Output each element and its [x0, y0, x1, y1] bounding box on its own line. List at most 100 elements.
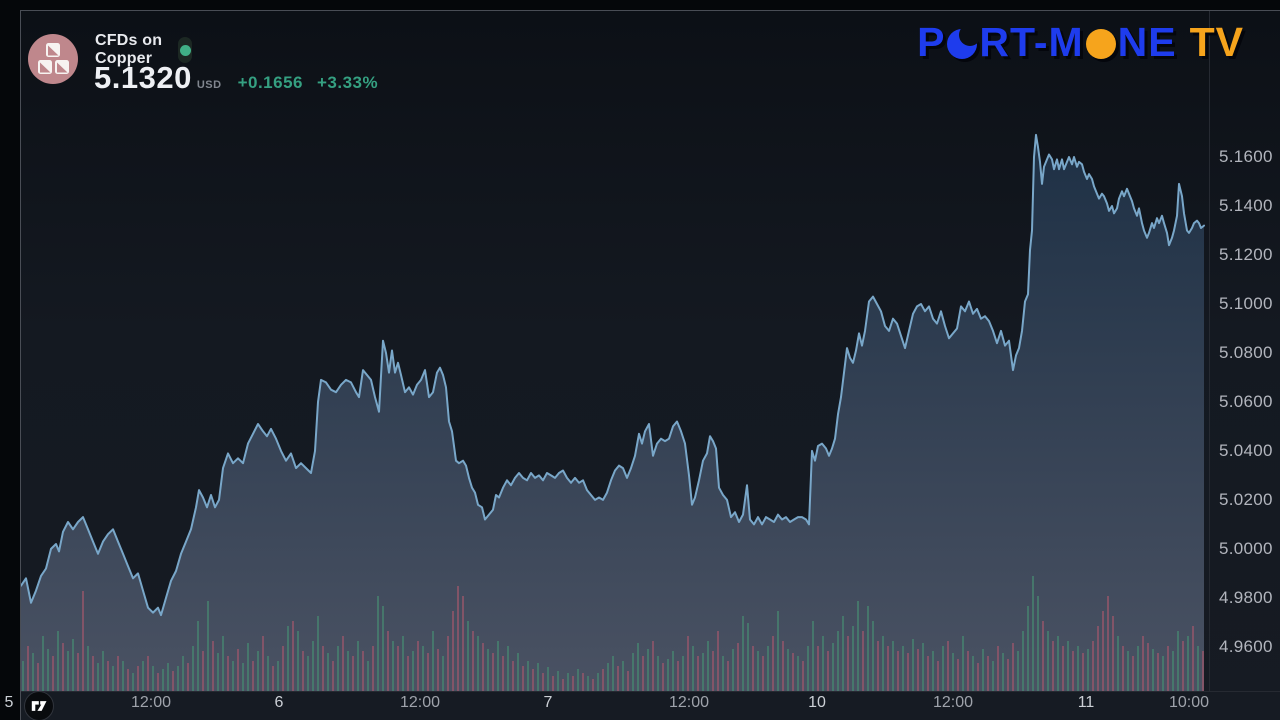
volume-bar	[537, 663, 539, 691]
volume-bar	[687, 636, 689, 691]
copper-symbol-icon	[28, 34, 78, 84]
volume-bar	[892, 641, 894, 691]
time-tick-label: 12:00	[399, 694, 441, 711]
price-axis[interactable]: 5.1600 5.1400 5.1200 5.1000 5.0800 5.0600 5.04…	[1210, 11, 1280, 691]
tradingview-glyph-icon	[31, 701, 46, 711]
volume-bar	[452, 611, 454, 691]
volume-bar	[832, 643, 834, 691]
volume-bar	[417, 641, 419, 691]
volume-bar	[292, 621, 294, 691]
volume-bar	[1172, 651, 1174, 691]
volume-bar	[792, 653, 794, 691]
volume-bar	[157, 673, 159, 691]
volume-bar	[772, 636, 774, 691]
volume-bar	[582, 673, 584, 691]
volume-bar	[922, 643, 924, 691]
volume-bar	[437, 649, 439, 691]
volume-bar	[1187, 636, 1189, 691]
volume-bar	[747, 623, 749, 691]
volume-bar	[427, 653, 429, 691]
area-fill	[21, 134, 1204, 691]
volume-bar	[742, 616, 744, 691]
volume-bar	[312, 641, 314, 691]
volume-bar	[72, 639, 74, 691]
brand-text-ne: NE	[1117, 19, 1177, 65]
volume-bar	[797, 656, 799, 691]
volume-bar	[962, 636, 964, 691]
volume-bar	[1062, 646, 1064, 691]
volume-bar	[1002, 653, 1004, 691]
volume-bar	[77, 653, 79, 691]
volume-bar	[977, 663, 979, 691]
volume-bar	[1022, 631, 1024, 691]
volume-bar	[247, 643, 249, 691]
volume-bar	[117, 656, 119, 691]
volume-bar	[37, 663, 39, 691]
volume-bar	[472, 631, 474, 691]
volume-bar	[147, 656, 149, 691]
volume-bar	[527, 661, 529, 691]
volume-bar	[32, 653, 34, 691]
volume-bar	[477, 636, 479, 691]
volume-bar	[642, 656, 644, 691]
tradingview-watermark-logo[interactable]	[24, 691, 54, 720]
time-axis[interactable]: 5 12:00 6 12:00 7 12:00 10 12:00 11 10:00	[5, 691, 1280, 720]
volume-bar	[937, 661, 939, 691]
volume-bar	[1137, 646, 1139, 691]
volume-bar	[692, 646, 694, 691]
symbol-title[interactable]: CFDs on Copper	[95, 32, 163, 67]
volume-bar	[997, 646, 999, 691]
brand-text-rtm: RT-M	[979, 19, 1084, 65]
brand-logo: P RT-M NE TV	[917, 22, 1244, 63]
volume-bar	[647, 649, 649, 691]
volume-bar	[362, 651, 364, 691]
volume-bar	[952, 653, 954, 691]
volume-bar	[412, 651, 414, 691]
price-chart-canvas[interactable]	[21, 11, 1206, 691]
volume-bar	[277, 661, 279, 691]
price-change: +0.1656 +3.33%	[238, 73, 379, 93]
time-tick-label: 6	[274, 694, 284, 711]
volume-bar	[887, 646, 889, 691]
brand-text-p: P	[917, 19, 946, 65]
volume-bar	[917, 649, 919, 691]
volume-bar	[242, 663, 244, 691]
volume-bar	[1152, 649, 1154, 691]
volume-bar	[1102, 611, 1104, 691]
volume-bar	[127, 669, 129, 691]
volume-bar	[842, 616, 844, 691]
volume-bar	[82, 591, 84, 691]
volume-bar	[1112, 616, 1114, 691]
volume-bar	[97, 663, 99, 691]
volume-bar	[87, 646, 89, 691]
volume-bar	[632, 653, 634, 691]
volume-bar	[1012, 643, 1014, 691]
price-row: 5.1320 USD +0.1656 +3.33%	[94, 60, 378, 96]
volume-bar	[592, 679, 594, 691]
volume-bar	[1087, 649, 1089, 691]
volume-bar	[342, 636, 344, 691]
volume-bar	[767, 646, 769, 691]
volume-bar	[717, 631, 719, 691]
volume-bar	[762, 656, 764, 691]
volume-bar	[192, 646, 194, 691]
volume-bar	[422, 646, 424, 691]
volume-bar	[332, 661, 334, 691]
volume-bar	[1082, 653, 1084, 691]
volume-bar	[677, 661, 679, 691]
volume-bar	[202, 651, 204, 691]
volume-bar	[262, 636, 264, 691]
volume-bar	[102, 651, 104, 691]
volume-bar	[787, 649, 789, 691]
time-axis-divider	[21, 691, 1280, 692]
volume-bar	[987, 656, 989, 691]
time-tick-label: 7	[543, 694, 553, 711]
volume-bar	[1067, 641, 1069, 691]
volume-bar	[1027, 606, 1029, 691]
volume-bar	[162, 669, 164, 691]
volume-bar	[1077, 646, 1079, 691]
volume-bar	[657, 656, 659, 691]
volume-bar	[542, 673, 544, 691]
volume-bar	[1142, 636, 1144, 691]
